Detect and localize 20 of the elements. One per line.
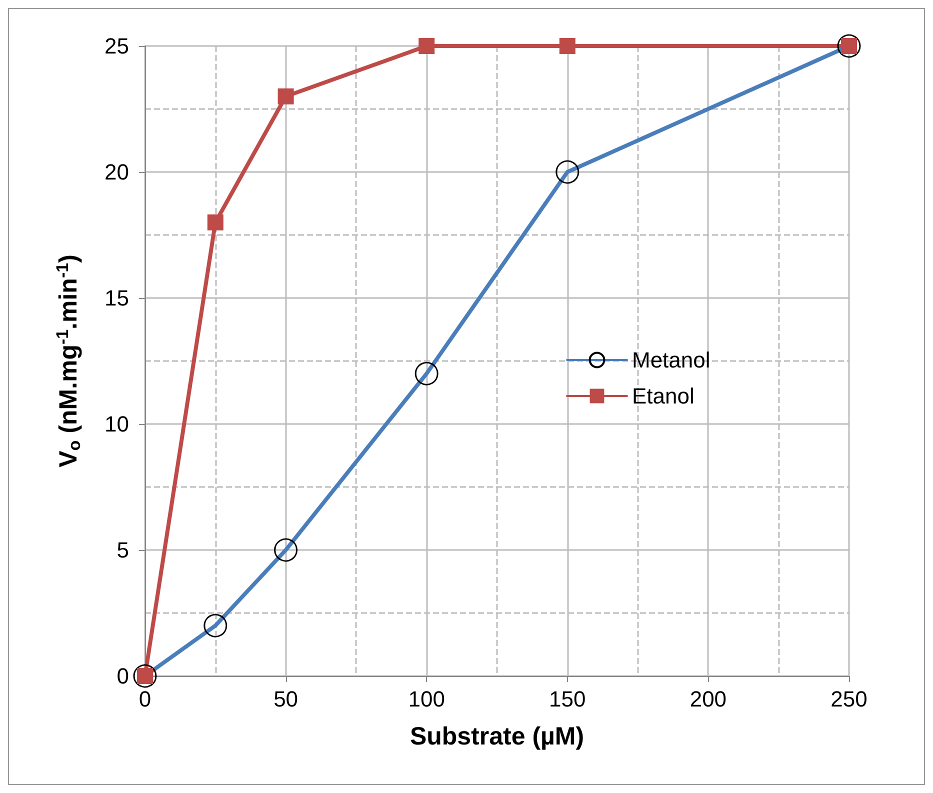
point — [278, 88, 294, 104]
point — [559, 38, 576, 54]
y-tick-label: 25 — [104, 34, 129, 58]
x-tick-label: 0 — [138, 686, 152, 712]
y-axis-title: Vo (nM.mg-1.min-1) — [53, 254, 84, 468]
x-axis-title: Substrate (µM) — [410, 722, 584, 750]
y-tick-label: 0 — [116, 664, 129, 688]
legend-label: Etanol — [632, 384, 694, 408]
y-tick-label: 10 — [104, 412, 129, 436]
legend-label: Metanol — [632, 348, 710, 372]
y-tick-label: 20 — [104, 160, 129, 184]
x-tick-label: 100 — [408, 686, 445, 712]
x-tick-label: 200 — [690, 686, 727, 712]
y-tick-label: 15 — [104, 286, 129, 310]
x-tick-label: 250 — [830, 686, 868, 712]
point — [207, 214, 224, 230]
x-tick-label: 50 — [274, 686, 298, 712]
y-tick-label: 5 — [116, 538, 129, 562]
x-tick-label: 150 — [549, 686, 586, 712]
point — [418, 38, 435, 54]
